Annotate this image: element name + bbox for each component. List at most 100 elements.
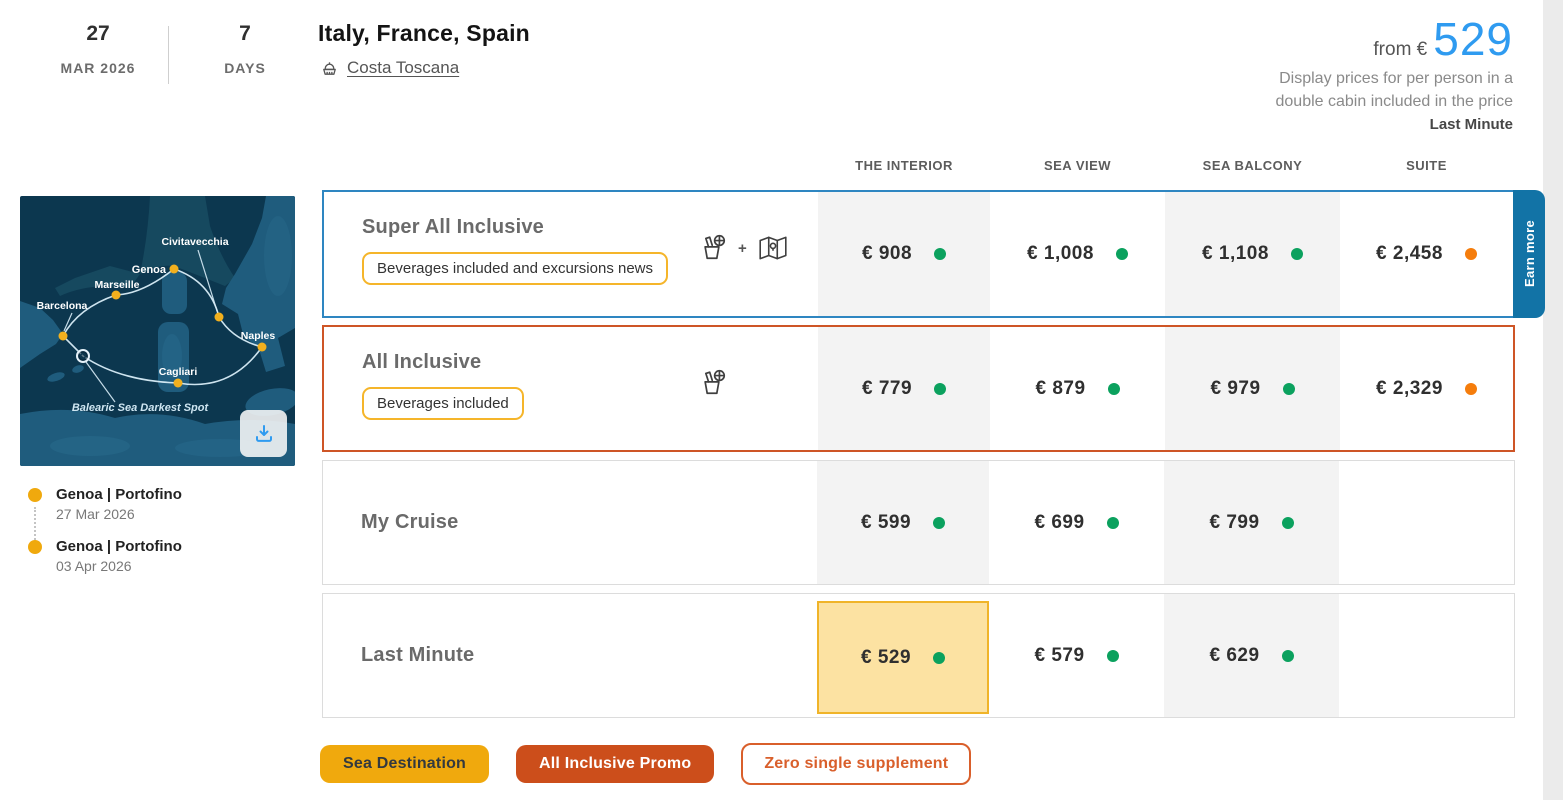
- price-cell-suite-empty: [1339, 461, 1512, 584]
- price-value: € 979: [1210, 377, 1261, 399]
- fare-tag-label: Beverages included: [377, 395, 509, 412]
- availability-dot: [1464, 382, 1477, 395]
- column-header-suite: SUITE: [1406, 158, 1447, 173]
- price-value: € 908: [861, 243, 913, 264]
- price-cell-suite-empty: [1339, 594, 1512, 717]
- fare-row-last-minute: Last Minute € 529 € 579 € 629: [322, 593, 1515, 718]
- price-cell-sea-balcony[interactable]: € 979: [1165, 327, 1340, 450]
- price-note-line1: Display prices for per person in a: [1279, 70, 1513, 87]
- availability-dot: [1106, 516, 1119, 529]
- departure-month-year: MAR 2026: [60, 60, 136, 76]
- stop-name: Genoa | Portofino: [56, 486, 182, 503]
- earn-more-tab[interactable]: Earn more: [1513, 190, 1545, 318]
- availability-dot: [1290, 248, 1303, 260]
- price-value: € 1,108: [1202, 243, 1269, 264]
- itinerary-stop: Genoa | Portofino 03 Apr 2026: [28, 538, 298, 574]
- price-value: € 529: [860, 646, 912, 668]
- beverage-icon: [704, 234, 726, 260]
- earn-more-label: Earn more: [1521, 220, 1537, 288]
- price-cell-interior[interactable]: € 908: [818, 192, 990, 316]
- availability-dot: [1106, 649, 1119, 662]
- fare-row-header: My Cruise: [361, 461, 458, 584]
- price-cell-sea-view[interactable]: € 879: [990, 327, 1165, 450]
- map-label-genoa: Genoa: [132, 264, 167, 276]
- itinerary-connector: [34, 507, 36, 543]
- map-label-barcelona: Barcelona: [37, 300, 88, 312]
- availability-dot: [1115, 248, 1128, 260]
- fare-row-header: Last Minute: [361, 594, 474, 717]
- price-cell-interior[interactable]: € 599: [817, 461, 989, 584]
- column-header-sea-view: SEA VIEW: [1043, 158, 1112, 173]
- fare-name: Last Minute: [361, 644, 475, 666]
- stop-date: 27 Mar 2026: [56, 506, 135, 522]
- availability-dot: [933, 516, 946, 529]
- map-download-button[interactable]: [240, 410, 287, 457]
- fare-name: Super All Inclusive: [362, 216, 545, 238]
- availability-dot: [1464, 248, 1477, 260]
- availability-dot: [1281, 649, 1294, 662]
- duration-value: 7: [239, 22, 251, 45]
- fare-tag-pill: Beverages included and excursions news: [362, 252, 668, 285]
- map-label-marseille: Marseille: [95, 279, 140, 291]
- darkest-spot-marker: [76, 349, 90, 363]
- ship-link[interactable]: Costa Toscana: [320, 58, 459, 78]
- availability-dot: [1282, 382, 1295, 395]
- availability-dot: [934, 382, 947, 395]
- price-cell-sea-balcony[interactable]: € 799: [1164, 461, 1339, 584]
- stop-name: Genoa | Portofino: [56, 538, 182, 555]
- price-cell-sea-view[interactable]: € 699: [989, 461, 1164, 584]
- price-cell-suite[interactable]: € 2,329: [1340, 327, 1513, 450]
- map-annotation: Balearic Sea Darkest Spot: [72, 402, 210, 414]
- download-icon: [255, 424, 272, 442]
- price-cell-sea-balcony[interactable]: € 629: [1164, 594, 1339, 717]
- beverage-icon: [704, 369, 726, 395]
- price-value: € 879: [1035, 377, 1086, 399]
- fare-row-super-all-inclusive: Super All Inclusive Beverages included a…: [322, 190, 1515, 318]
- price-cell-sea-view[interactable]: € 579: [989, 594, 1164, 717]
- price-value: € 629: [1209, 644, 1260, 666]
- departure-day: 27: [86, 22, 110, 45]
- page-edge-strip: [1543, 0, 1563, 800]
- price-prefix: from €: [1373, 39, 1428, 60]
- map-label-civitavecchia: Civitavecchia: [161, 236, 228, 248]
- price-cell-interior[interactable]: € 779: [818, 327, 990, 450]
- badge-all-inclusive-promo: All Inclusive Promo: [516, 745, 715, 783]
- price-summary: from € 529 Display prices for per person…: [1276, 16, 1514, 133]
- ship-icon: [323, 61, 336, 75]
- price-value: € 579: [1034, 644, 1085, 666]
- fare-row-header: Super All Inclusive Beverages included a…: [362, 216, 668, 285]
- map-icon: [759, 236, 787, 260]
- fare-row-all-inclusive: All Inclusive Beverages included € 779 €…: [322, 325, 1515, 452]
- ship-name: Costa Toscana: [347, 58, 460, 77]
- stop-dot-icon: [28, 540, 42, 554]
- availability-dot: [1281, 516, 1294, 529]
- cruise-duration: 7 DAYS: [200, 22, 290, 76]
- price-value: € 2,329: [1376, 377, 1443, 399]
- price-value: € 599: [860, 511, 912, 533]
- fare-tag-pill: Beverages included: [362, 387, 524, 420]
- column-header-sea-balcony: SEA BALCONY: [1202, 158, 1303, 173]
- price-cell-sea-balcony[interactable]: € 1,108: [1165, 192, 1340, 316]
- map-label-cagliari: Cagliari: [159, 366, 198, 378]
- stop-dot-icon: [28, 488, 42, 502]
- promo-badges: Sea Destination All Inclusive Promo Zero…: [320, 743, 972, 785]
- fare-row-header: All Inclusive Beverages included: [362, 351, 524, 420]
- price-note-fare: Last Minute: [1429, 116, 1513, 134]
- badge-zero-single-supplement: Zero single supplement: [741, 743, 972, 785]
- itinerary-list: Genoa | Portofino 27 Mar 2026 Genoa | Po…: [28, 486, 298, 574]
- availability-dot: [933, 651, 946, 664]
- price-note-line2: double cabin included in the price: [1275, 92, 1514, 110]
- badge-sea-destination: Sea Destination: [320, 745, 490, 783]
- plus-icon: +: [738, 239, 747, 257]
- price-cell-sea-view[interactable]: € 1,008: [990, 192, 1165, 316]
- fare-row-my-cruise: My Cruise € 599 € 699 € 799: [322, 460, 1515, 585]
- stop-date: 03 Apr 2026: [56, 558, 132, 574]
- fare-inclusion-icons: [696, 367, 728, 399]
- map-label-naples: Naples: [241, 330, 276, 342]
- price-cell-suite[interactable]: € 2,458: [1340, 192, 1513, 316]
- price-cell-interior-selected[interactable]: € 529: [817, 601, 989, 714]
- itinerary-map[interactable]: Civitavecchia Genoa Marseille Barcelona …: [20, 196, 295, 466]
- price-value: € 779: [861, 377, 913, 399]
- price-value: € 699: [1034, 511, 1085, 533]
